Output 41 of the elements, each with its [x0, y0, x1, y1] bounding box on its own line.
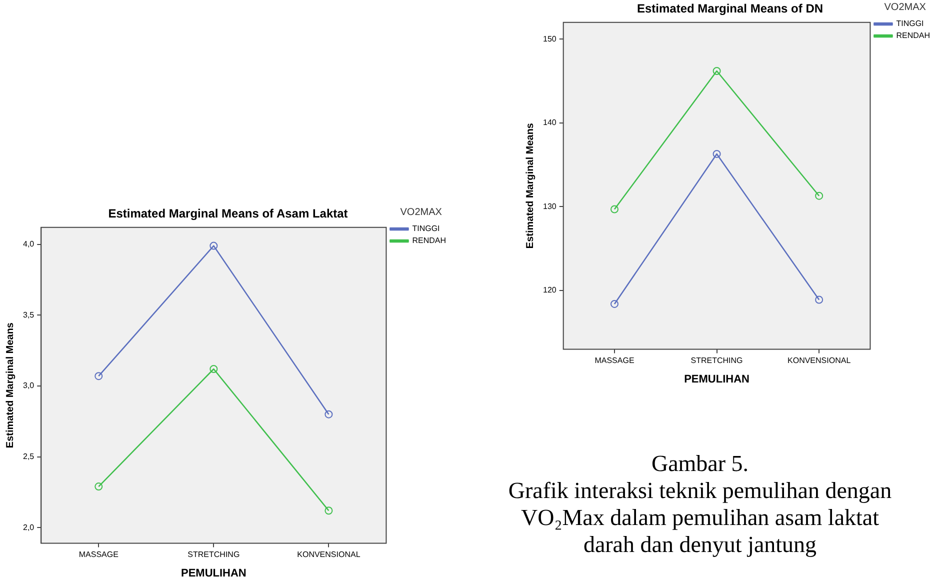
y-tick-label: 2,5: [22, 452, 35, 462]
point: [324, 506, 333, 515]
x-tick-label: STRETCHING: [690, 356, 743, 366]
chart-title: Estimated Marginal Means of Asam Laktat: [108, 206, 348, 221]
x-tick-label: STRETCHING: [188, 550, 240, 560]
legend-label: TINGGI: [896, 19, 924, 28]
point: [94, 482, 103, 491]
point: [815, 192, 824, 200]
text: Grafik interaksi teknik pemulihan dengan VO₂Max dalam pemulihan asam laktat darah dan denyut jantung: [507, 477, 893, 558]
y-axis-title: Estimated Marginal Means: [524, 122, 536, 249]
y-axis-title: Estimated Marginal Means: [4, 322, 16, 448]
point: [610, 300, 618, 308]
x-tick-label: KONVENSIONAL: [297, 550, 361, 560]
point: [210, 365, 218, 374]
point: [324, 410, 333, 418]
legend-title: VO2MAX: [400, 206, 442, 218]
point: [815, 296, 824, 304]
point: [712, 150, 721, 158]
x-axis-title: PEMULIHAN: [180, 567, 246, 580]
y-tick-label: 140: [542, 118, 557, 128]
y-tick-label: 3,0: [22, 381, 35, 390]
y-tick-label: 2,0: [22, 522, 35, 532]
x-tick-label: MASSAGE: [594, 356, 634, 366]
y-tick-label: 3,5: [22, 310, 35, 320]
point: [94, 372, 103, 380]
point: [712, 67, 721, 75]
y-tick-label: 130: [542, 202, 557, 211]
point: [210, 242, 218, 250]
x-axis-title: PEMULIHAN: [684, 373, 750, 386]
legend-label: RENDAH: [896, 31, 930, 40]
legend-label: RENDAH: [412, 236, 446, 246]
legend-title: VO2MAX: [884, 2, 926, 13]
legend-label: TINGGI: [412, 224, 440, 234]
chart-title: Estimated Marginal Means of DN: [636, 2, 824, 16]
point: [610, 205, 618, 214]
y-tick-label: 120: [542, 286, 557, 295]
x-tick-label: MASSAGE: [78, 550, 118, 560]
text: Gambar 5.: [650, 450, 750, 477]
y-tick-label: 150: [542, 34, 557, 44]
x-tick-label: KONVENSIONAL: [788, 356, 852, 366]
y-tick-label: 4,0: [22, 240, 35, 249]
